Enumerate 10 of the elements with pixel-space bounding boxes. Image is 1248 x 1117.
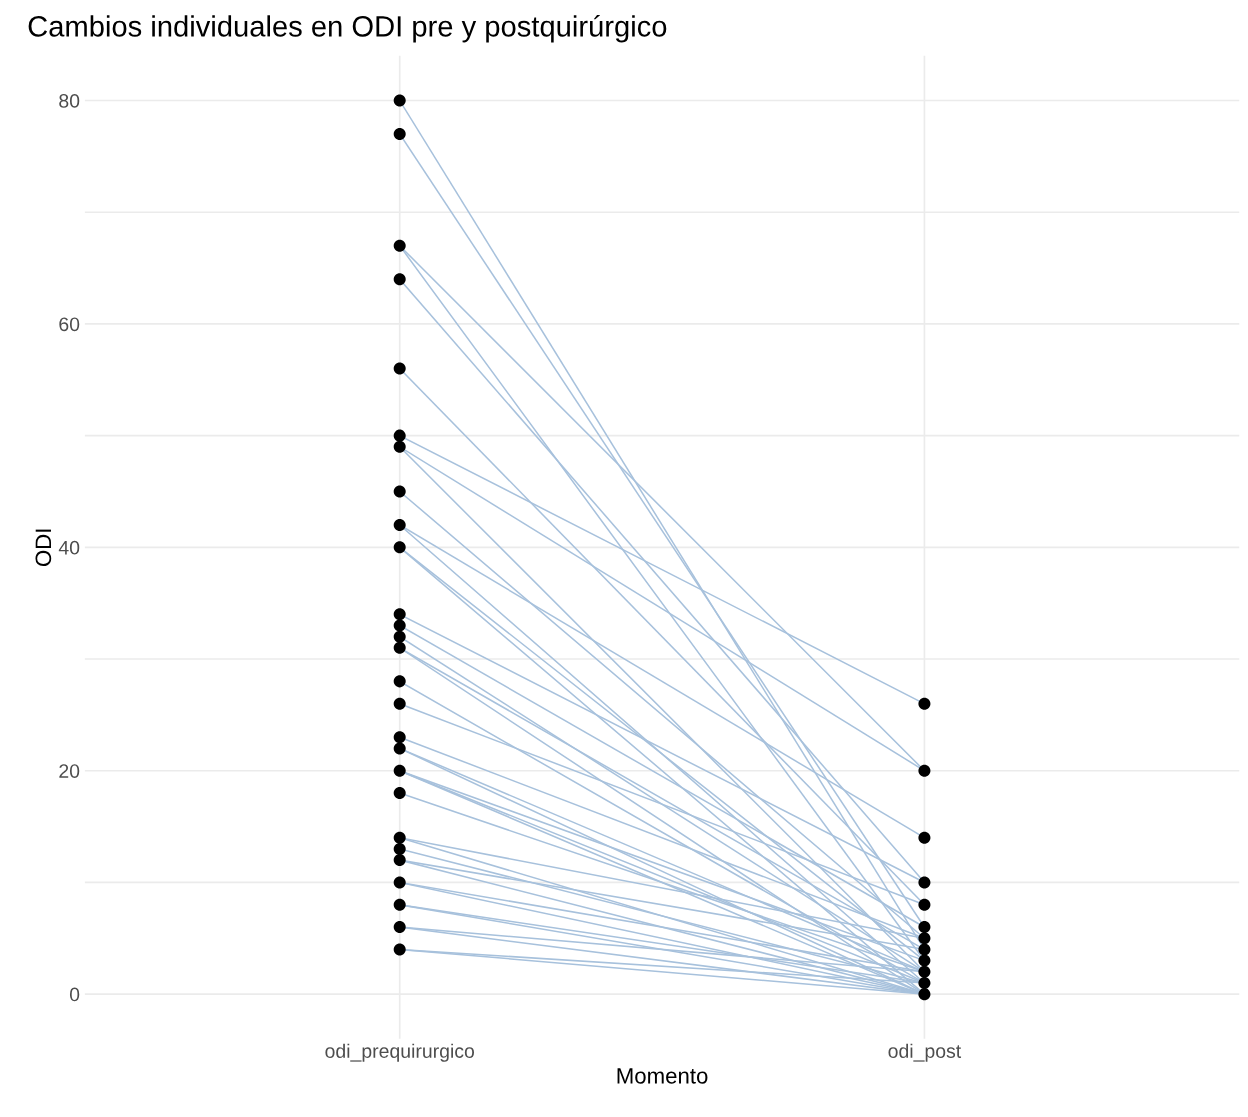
y-tick-label: 80	[59, 94, 80, 108]
y-tick-label: 40	[58, 540, 80, 555]
y-tick-label: 20	[59, 764, 80, 778]
x-tick-label: odi_prequirurgico	[325, 1043, 475, 1062]
y-tick-label: 60	[59, 317, 80, 332]
y-tick-label: 0	[69, 987, 80, 1002]
x-axis-title: Momento	[617, 1068, 708, 1084]
x-tick-label: odi_post	[888, 1043, 962, 1062]
y-axis-title: ODI	[35, 529, 52, 567]
chart-title: Cambios individuales en ODI pre y postquirúrgico	[28, 14, 667, 43]
